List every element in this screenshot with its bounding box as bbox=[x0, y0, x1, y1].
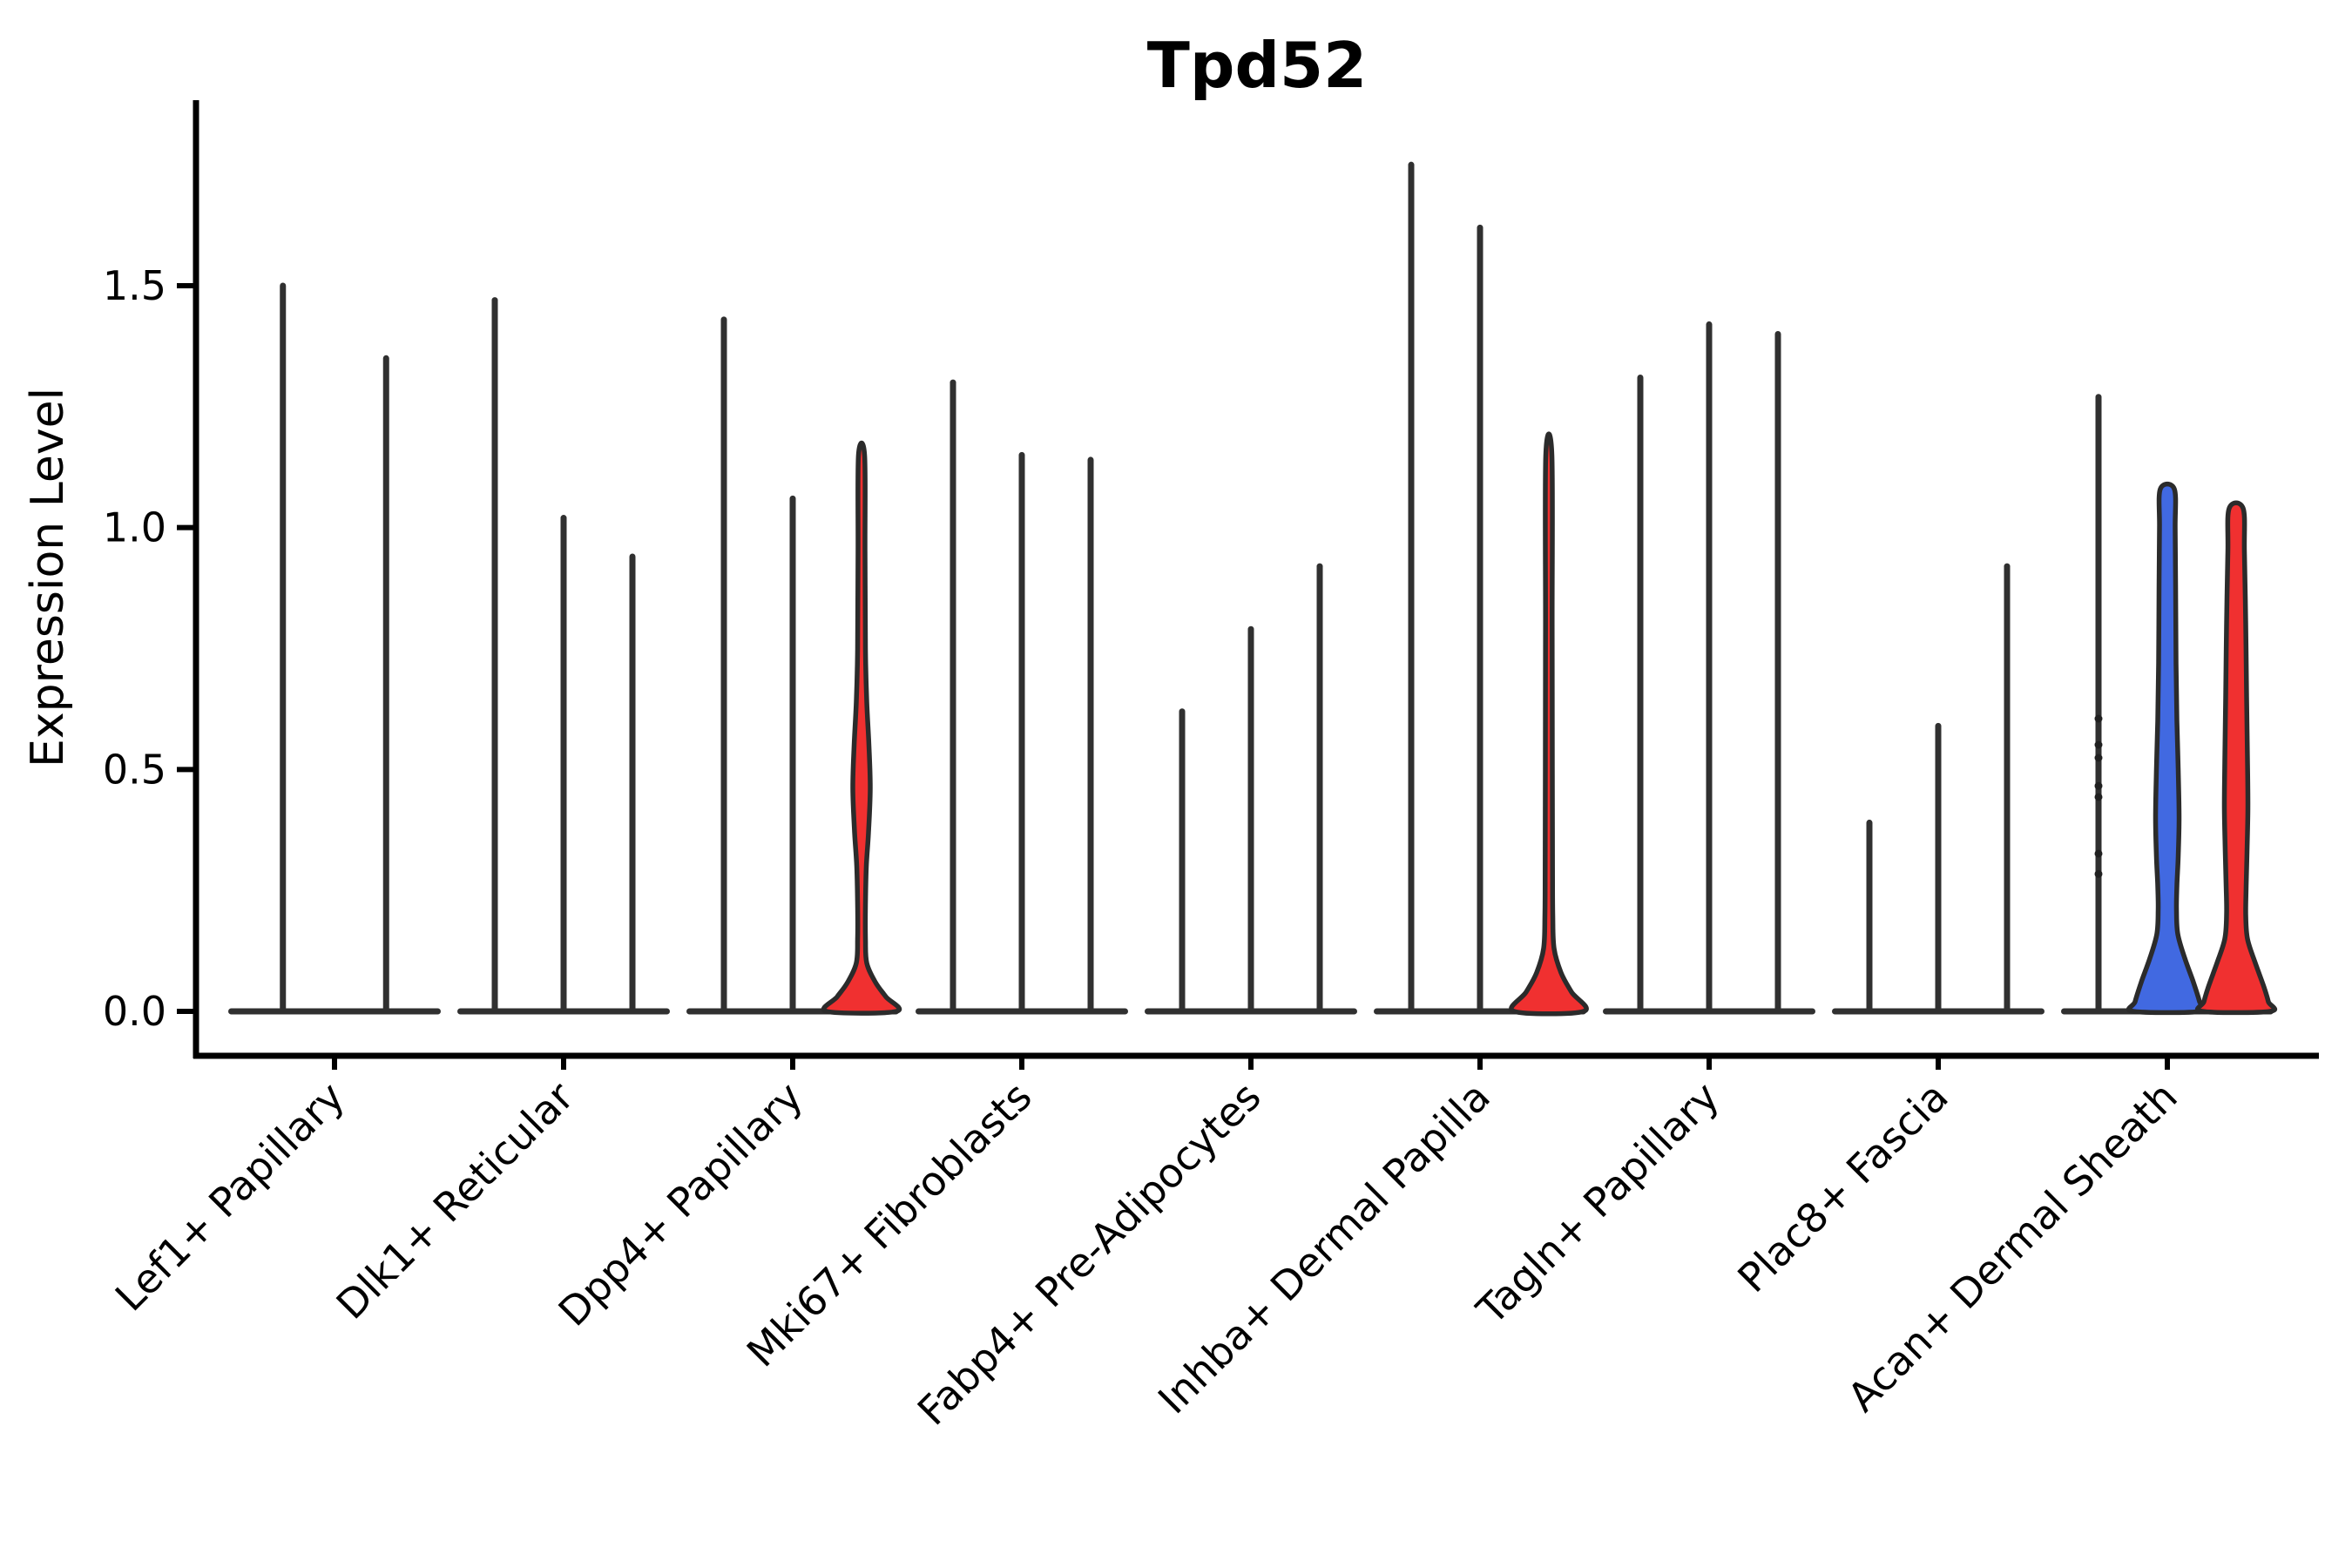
chart-title: Tpd52 bbox=[1147, 29, 1367, 102]
jitter-point bbox=[2094, 869, 2103, 878]
violin-filled bbox=[2194, 500, 2278, 1016]
y-tick-label: 0.0 bbox=[103, 988, 166, 1035]
y-tick-label: 1.5 bbox=[103, 262, 166, 309]
violin-filled bbox=[2126, 481, 2209, 1016]
jitter-point bbox=[2094, 714, 2103, 723]
x-tick-label: Tagln+ Papillary bbox=[1467, 1073, 1728, 1335]
x-tick-label: Dpp4+ Papillary bbox=[550, 1073, 812, 1335]
jitter-point bbox=[2094, 793, 2103, 801]
violin-filled bbox=[821, 440, 902, 1016]
y-tick-label: 1.0 bbox=[103, 504, 166, 551]
jitter-point bbox=[2094, 754, 2103, 762]
y-axis-label: Expression Level bbox=[22, 388, 74, 767]
x-tick-label: Plac8+ Fascia bbox=[1728, 1073, 1957, 1301]
jitter-point bbox=[2094, 740, 2103, 749]
violin-filled bbox=[1509, 431, 1589, 1017]
jitter-point bbox=[2094, 781, 2103, 790]
jitter-point bbox=[2094, 849, 2103, 858]
y-tick-label: 0.5 bbox=[103, 746, 166, 793]
x-tick-label: Lef1+ Papillary bbox=[106, 1073, 354, 1321]
x-tick-label: Dlk1+ Reticular bbox=[328, 1073, 583, 1328]
